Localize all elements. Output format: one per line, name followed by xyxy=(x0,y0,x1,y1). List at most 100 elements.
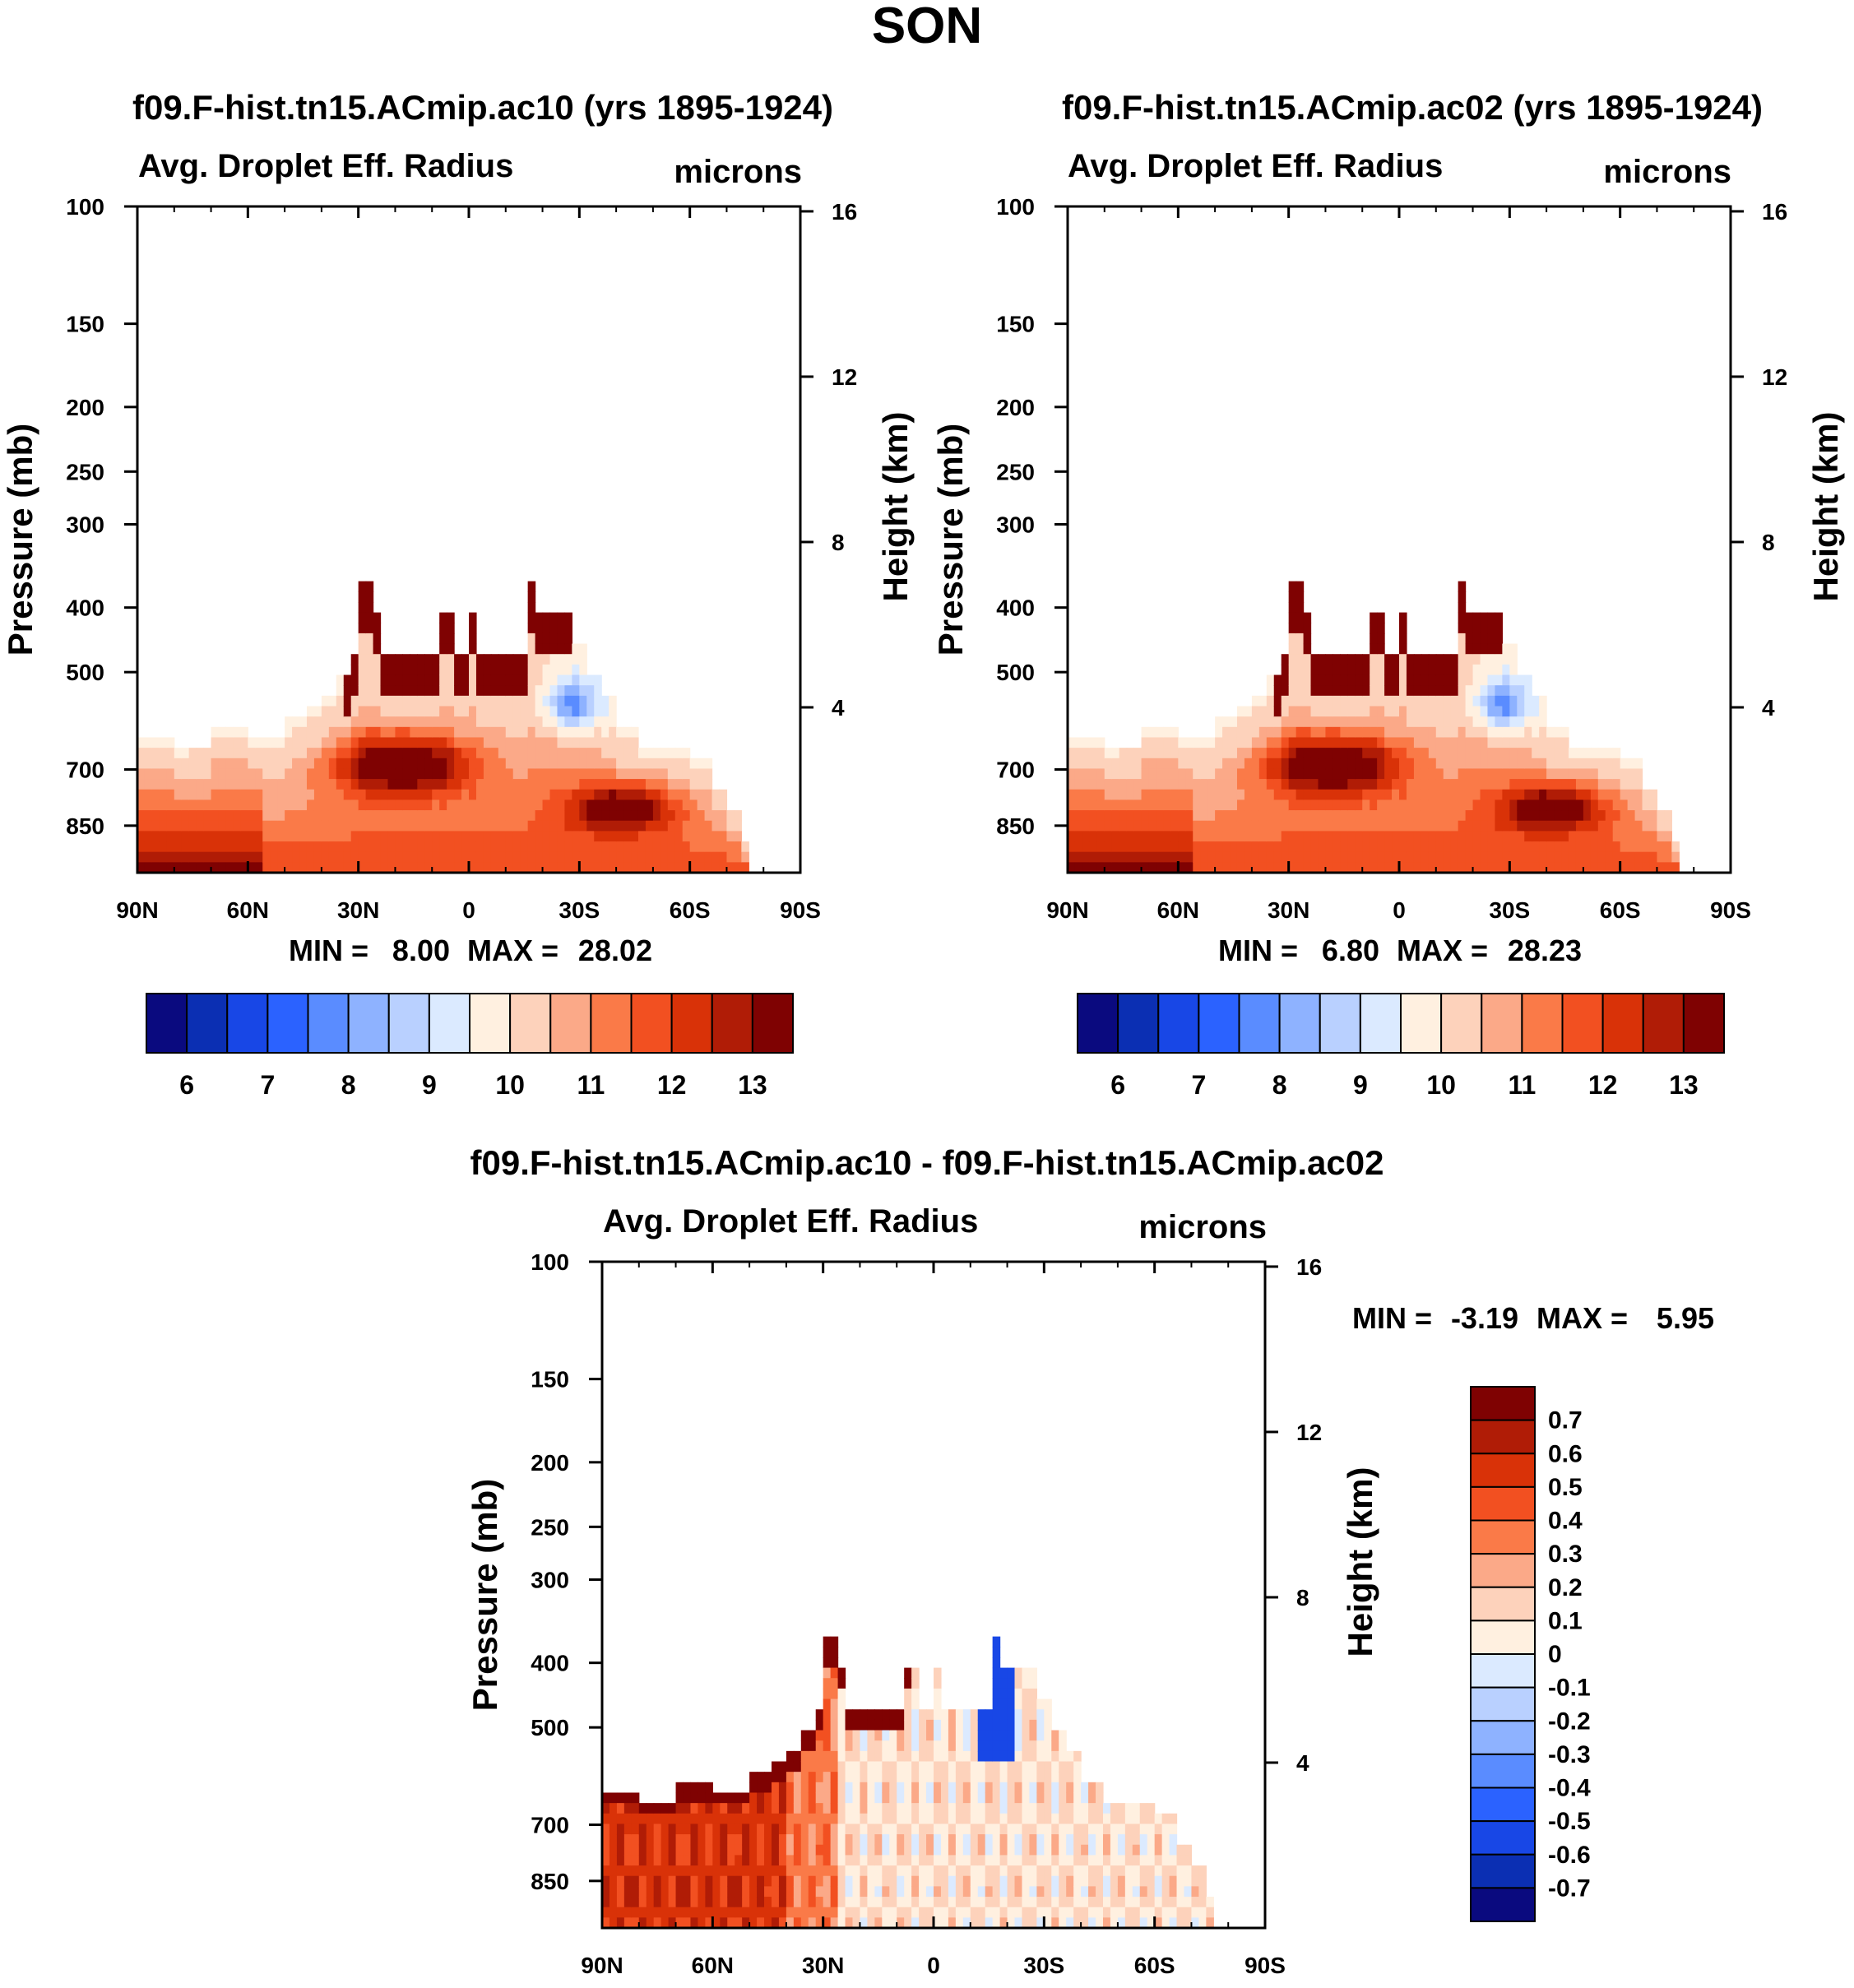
data-cell xyxy=(860,1761,868,1773)
figure-title: SON xyxy=(872,0,982,54)
data-cell xyxy=(1406,758,1415,770)
data-cell xyxy=(469,820,477,832)
data-cell xyxy=(955,1792,964,1804)
data-cell xyxy=(1176,1907,1185,1918)
data-cell xyxy=(977,1844,986,1856)
data-cell xyxy=(1325,674,1333,686)
data-cell xyxy=(609,1844,618,1856)
data-cell xyxy=(1458,726,1467,739)
data-cell xyxy=(1251,716,1260,728)
data-cell xyxy=(1258,716,1268,728)
data-cell xyxy=(1161,1917,1170,1929)
data-cell xyxy=(919,1834,927,1846)
data-cell xyxy=(889,1855,897,1866)
data-cell xyxy=(1132,1865,1141,1877)
data-cell xyxy=(1362,779,1370,790)
data-cell xyxy=(144,748,153,759)
data-cell xyxy=(948,1772,957,1783)
data-cell xyxy=(159,810,168,822)
data-cell xyxy=(1539,831,1547,842)
data-cell xyxy=(689,862,698,874)
data-cell xyxy=(1059,1750,1067,1763)
data-cell xyxy=(233,789,241,801)
data-cell xyxy=(166,851,175,863)
data-cell xyxy=(1170,758,1179,770)
data-cell xyxy=(1207,758,1216,770)
data-cell xyxy=(646,1823,655,1835)
data-cell xyxy=(1561,862,1569,874)
data-cell xyxy=(417,789,425,801)
data-cell xyxy=(285,779,293,790)
data-cell xyxy=(475,851,484,863)
data-cell xyxy=(609,1855,618,1866)
y-tick-label: 400 xyxy=(996,595,1035,621)
data-cell xyxy=(1074,851,1083,863)
data-cell xyxy=(992,1719,1001,1731)
data-cell xyxy=(1532,841,1540,853)
data-cell xyxy=(698,1844,706,1856)
data-cell xyxy=(1509,726,1518,739)
data-cell xyxy=(830,1698,839,1710)
data-cell xyxy=(373,695,382,707)
data-cell xyxy=(646,1875,655,1887)
data-cell xyxy=(1347,737,1356,748)
data-cell xyxy=(410,706,418,717)
data-cell xyxy=(490,654,499,665)
data-cell xyxy=(1502,799,1510,811)
data-cell xyxy=(402,737,410,748)
data-cell xyxy=(1318,851,1327,863)
data-cell xyxy=(373,851,382,863)
colorbar-label: 12 xyxy=(657,1070,687,1100)
data-cell xyxy=(1421,664,1430,676)
data-cell xyxy=(321,862,330,874)
data-cell xyxy=(609,841,617,853)
data-cell xyxy=(1156,831,1165,842)
colorbar-box xyxy=(1481,993,1523,1054)
data-cell xyxy=(1362,789,1370,801)
data-cell xyxy=(1384,779,1393,790)
data-cell xyxy=(461,737,470,748)
data-cell xyxy=(225,768,234,780)
data-cell xyxy=(1007,1792,1016,1804)
data-cell xyxy=(1465,779,1474,790)
data-cell xyxy=(520,737,529,748)
data-cell xyxy=(1340,685,1348,697)
data-cell xyxy=(1458,779,1467,790)
data-cell xyxy=(402,664,410,676)
data-cell xyxy=(255,820,263,832)
data-cell xyxy=(1102,1875,1111,1887)
data-cell xyxy=(962,1907,971,1918)
data-cell xyxy=(395,685,403,697)
data-cell xyxy=(594,799,602,811)
data-cell xyxy=(1524,748,1532,759)
data-cell xyxy=(1502,706,1510,717)
data-cell xyxy=(432,737,440,748)
data-cell xyxy=(498,726,507,739)
data-cell xyxy=(1406,768,1415,780)
data-cell xyxy=(277,820,285,832)
data-cell xyxy=(889,1740,897,1752)
data-cell xyxy=(1583,831,1592,842)
data-cell xyxy=(358,581,367,592)
data-cell xyxy=(1088,1782,1096,1794)
data-cell xyxy=(292,810,300,822)
x-tick-label: 60S xyxy=(1600,897,1641,923)
data-cell xyxy=(940,1855,949,1866)
data-cell xyxy=(358,841,367,853)
data-cell xyxy=(749,1907,758,1918)
data-cell xyxy=(800,1782,809,1794)
data-cell xyxy=(447,862,455,874)
data-cell xyxy=(336,706,345,717)
data-cell xyxy=(1428,748,1437,759)
data-cell xyxy=(151,758,160,770)
data-cell xyxy=(1310,768,1319,780)
data-cell xyxy=(609,726,617,739)
data-cell xyxy=(1206,1897,1214,1908)
data-cell xyxy=(387,748,396,759)
data-cell xyxy=(483,820,492,832)
data-cell xyxy=(1288,716,1297,728)
data-cell xyxy=(815,1897,824,1908)
data-cell xyxy=(402,748,410,759)
data-cell xyxy=(1495,612,1503,623)
data-cell xyxy=(1384,758,1393,770)
